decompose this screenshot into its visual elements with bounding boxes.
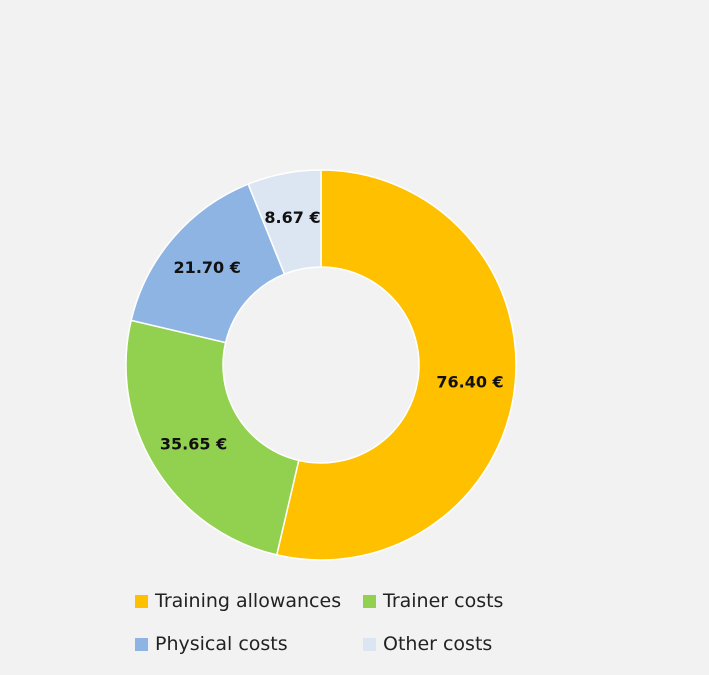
slice-physical-costs [130,183,286,344]
slice-trainer-costs [125,319,300,556]
slice-label-trainer-costs: 35.65 € [160,435,227,454]
slice-label-physical-costs: 21.70 € [174,258,241,277]
slice-training-allowances [275,169,517,561]
legend-swatch-trainer-costs [363,594,376,608]
legend-label-training-allowances: Training allowances [155,590,342,612]
legend-item-training-allowances: Training allowances [135,586,341,616]
legend-label-other-costs: Other costs [383,633,493,655]
legend-swatch-training-allowances [135,594,148,608]
legend-item-trainer-costs: Trainer costs [363,586,503,616]
legend-swatch-physical-costs [135,637,148,651]
legend-swatch-other-costs [363,637,376,651]
donut-chart: 76.40 € 35.65 € 21.70 € 8.67 € [125,169,517,561]
legend-label-trainer-costs: Trainer costs [383,590,504,612]
legend-item-other-costs: Other costs [363,629,492,659]
legend-label-physical-costs: Physical costs [155,633,288,655]
slice-label-training-allowances: 76.40 € [436,373,503,392]
legend-item-physical-costs: Physical costs [135,629,288,659]
slice-label-other-costs: 8.67 € [264,208,320,227]
legend: Training allowances Trainer costs Physic… [135,586,555,666]
slice-other-costs [247,169,322,276]
